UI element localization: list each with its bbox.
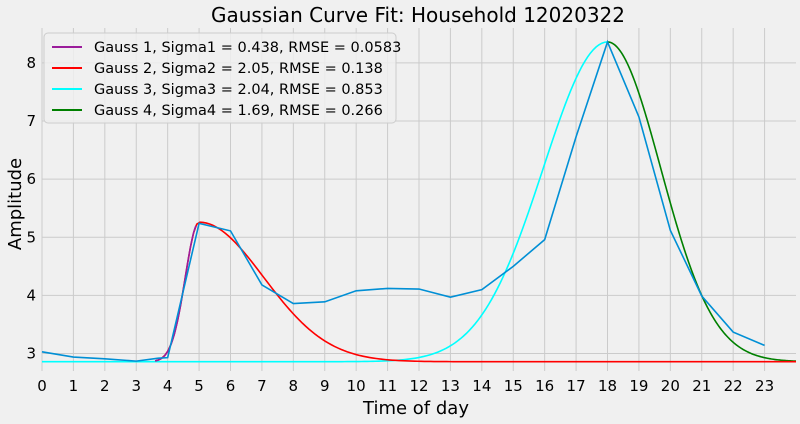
household-data-line: [41, 39, 765, 362]
legend-box: [43, 32, 397, 124]
y-tick-label: 6: [26, 170, 36, 188]
x-tick-label: 8: [289, 377, 299, 395]
y-tick-label: 7: [26, 112, 36, 130]
legend-label-4: Gauss 4, Sigma4 = 1.69, RMSE = 0.266: [94, 103, 383, 119]
x-tick-labels: 0 1 2 3 4 5 6 7 8 9 10 11 12 13 14 15 16 17 18 19 20 21 22 23: [37, 377, 774, 395]
x-axis-label: Time of day: [362, 398, 469, 419]
x-tick-label: 14: [472, 377, 491, 395]
legend-label-1: Gauss 1, Sigma1 = 0.438, RMSE = 0.0583: [94, 40, 401, 56]
series-layer: [41, 39, 797, 363]
y-tick-label: 3: [26, 345, 36, 363]
legend-label-3: Gauss 3, Sigma3 = 2.04, RMSE = 0.853: [94, 82, 383, 98]
x-tick-label: 22: [724, 377, 743, 395]
x-tick-label: 15: [504, 377, 523, 395]
gauss-curve-2: [154, 221, 796, 363]
y-axis-label: Amplitude: [5, 158, 26, 250]
x-tick-label: 2: [100, 377, 110, 395]
x-tick-label: 0: [37, 377, 47, 395]
x-tick-label: 9: [320, 377, 330, 395]
legend: Gauss 1, Sigma1 = 0.438, RMSE = 0.0583 Ga…: [43, 32, 401, 124]
x-tick-label: 4: [163, 377, 173, 395]
x-tick-label: 5: [194, 377, 204, 395]
x-tick-label: 13: [441, 377, 460, 395]
x-tick-label: 6: [226, 377, 236, 395]
x-tick-label: 23: [755, 377, 774, 395]
y-tick-label: 4: [26, 286, 36, 304]
y-tick-label: 8: [26, 54, 36, 72]
chart-title: Gaussian Curve Fit: Household 12020322: [211, 3, 625, 27]
x-tick-label: 21: [692, 377, 711, 395]
x-tick-label: 3: [131, 377, 141, 395]
y-tick-labels: 3 4 5 6 7 8: [26, 54, 36, 363]
x-tick-label: 20: [661, 377, 680, 395]
x-tick-label: 19: [629, 377, 648, 395]
x-tick-label: 1: [69, 377, 79, 395]
x-tick-label: 11: [378, 377, 397, 395]
x-tick-label: 16: [535, 377, 554, 395]
x-tick-label: 10: [347, 377, 366, 395]
y-tick-label: 5: [26, 228, 36, 246]
x-tick-label: 7: [257, 377, 267, 395]
legend-label-2: Gauss 2, Sigma2 = 2.05, RMSE = 0.138: [94, 61, 383, 77]
x-tick-label: 18: [598, 377, 617, 395]
x-tick-label: 12: [409, 377, 428, 395]
x-tick-label: 17: [567, 377, 586, 395]
